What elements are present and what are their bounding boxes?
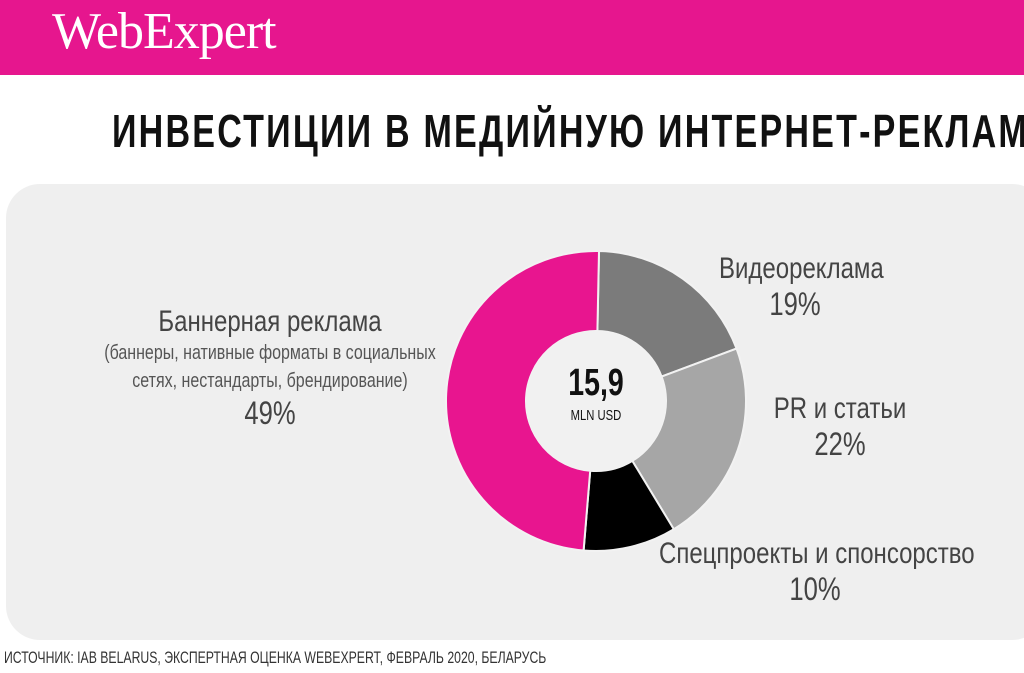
slice-label: Баннерная реклама: [158, 305, 382, 338]
page-title: ИНВЕСТИЦИИ В МЕДИЙНУЮ ИНТЕРНЕТ-РЕКЛАМУ: [112, 105, 1024, 157]
slice-pct: 22%: [814, 426, 866, 462]
slice-label: PR и статьи: [773, 392, 907, 425]
label-special: Спецпроекты и спонсорство 10%: [659, 537, 975, 608]
slice-pct: 10%: [789, 571, 841, 607]
source-note: ИСТОЧНИК: IAB BELARUS, ЭКСПЕРТНАЯ ОЦЕНКА…: [4, 648, 547, 667]
label-video: Видеореклама 19%: [719, 252, 884, 323]
slice-pct: 49%: [244, 395, 296, 431]
logo: WebExpert: [52, 3, 277, 60]
slice-pct: 19%: [769, 286, 821, 322]
slice-label: Видеореклама: [719, 252, 884, 285]
slice-note: (баннеры, нативные форматы в социальных: [104, 342, 436, 364]
slice-label: Спецпроекты и спонсорство: [659, 537, 975, 570]
center-total: 15,9: [568, 362, 624, 404]
donut-hole: [526, 331, 666, 471]
label-pr: PR и статьи 22%: [768, 392, 912, 463]
label-banner: Баннерная реклама (баннеры, нативные фор…: [102, 305, 438, 432]
donut-slice-0: [596, 250, 738, 378]
header-bar: WebExpert: [0, 0, 1024, 75]
slice-note: сетях, нестандарты, брендирование): [132, 370, 408, 392]
center-unit: MLN USD: [570, 407, 622, 424]
